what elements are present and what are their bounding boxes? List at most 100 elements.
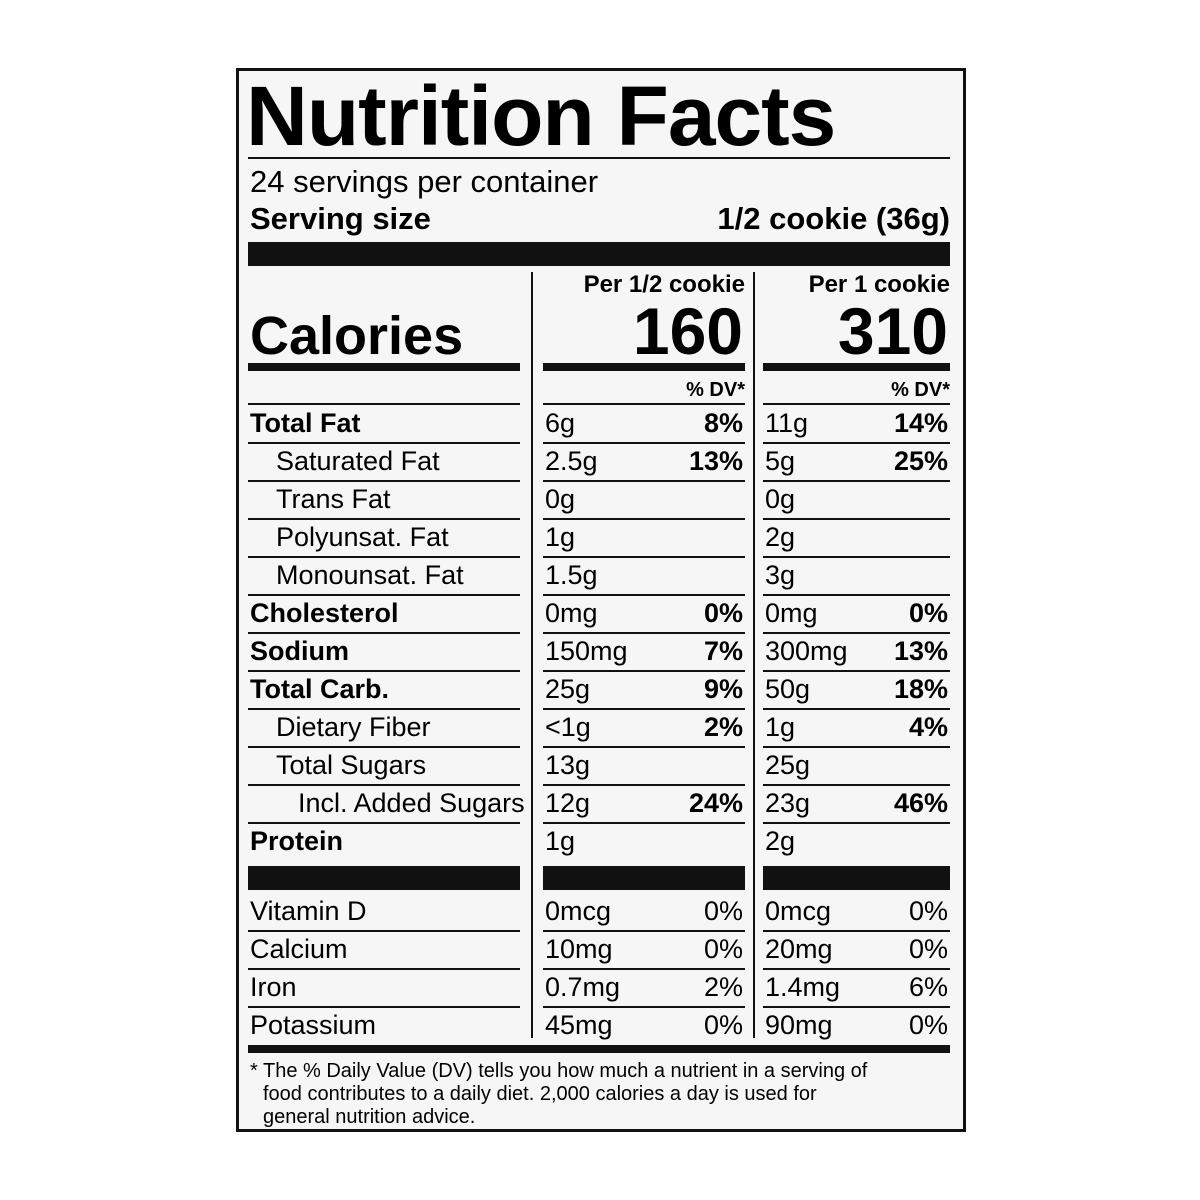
nutrient-name: Saturated Fat (276, 445, 440, 476)
footnote: * The % Daily Value (DV) tells you how m… (250, 1059, 868, 1082)
daily-value: 6% (908, 971, 948, 1002)
nutrient-name: Incl. Added Sugars (298, 787, 525, 818)
daily-value: 8% (703, 407, 743, 438)
nutrient-name: Protein (250, 825, 344, 856)
daily-value: 2% (703, 971, 743, 1002)
nutrient-name: Total Fat (250, 407, 361, 438)
nutrient-name: Dietary Fiber (276, 711, 431, 742)
daily-value: 14% (893, 407, 948, 438)
row-rule (763, 556, 950, 558)
amount: 0mg (545, 597, 598, 628)
daily-value: 0% (703, 895, 743, 926)
row-rule (763, 480, 950, 482)
daily-value: 0% (908, 895, 948, 926)
column-divider (531, 272, 533, 1038)
row-rule (543, 968, 745, 970)
amount: 25g (545, 673, 591, 704)
row-rule (248, 594, 520, 596)
amount: 0mcg (765, 895, 832, 926)
row-rule (248, 708, 520, 710)
row-rule (543, 594, 745, 596)
daily-value: 24% (688, 787, 743, 818)
daily-value: 13% (688, 445, 743, 476)
row-rule (543, 632, 745, 634)
amount: 300mg (765, 635, 848, 666)
row-rule (763, 968, 950, 970)
medium-bar (248, 1045, 950, 1053)
amount: 1.4mg (765, 971, 841, 1002)
amount: 1g (765, 711, 796, 742)
daily-value: 18% (893, 673, 948, 704)
row-rule (248, 746, 520, 748)
daily-value: 0% (908, 933, 948, 964)
amount: 10mg (545, 933, 613, 964)
footnote: food contributes to a daily diet. 2,000 … (263, 1082, 817, 1105)
footnote: general nutrition advice. (263, 1105, 476, 1128)
daily-value: 9% (703, 673, 743, 704)
vitamin-name: Potassium (250, 1009, 377, 1040)
row-rule (763, 632, 950, 634)
serving-size-value: 1/2 cookie (36g) (717, 200, 950, 236)
row-rule (763, 822, 950, 824)
vitamin-name: Iron (250, 971, 297, 1002)
row-rule (248, 670, 520, 672)
row-rule (248, 1006, 520, 1008)
amount: 0.7mg (545, 971, 621, 1002)
row-rule (248, 442, 520, 444)
amount: 50g (765, 673, 811, 704)
daily-value: 2% (703, 711, 743, 742)
row-rule (543, 480, 745, 482)
daily-value: 0% (703, 933, 743, 964)
row-rule (763, 708, 950, 710)
amount: 13g (545, 749, 591, 780)
thick-bar (763, 866, 950, 890)
nutrient-name: Polyunsat. Fat (276, 521, 449, 552)
daily-value: 7% (703, 635, 743, 666)
amount: 90mg (765, 1009, 833, 1040)
amount: 20mg (765, 933, 833, 964)
amount: 2g (765, 521, 796, 552)
row-rule (763, 594, 950, 596)
row-rule (763, 930, 950, 932)
nutrient-name: Total Sugars (276, 749, 427, 780)
amount: 11g (765, 407, 809, 438)
amount: 1g (545, 521, 576, 552)
row-rule (248, 968, 520, 970)
amount: 2g (765, 825, 796, 856)
row-rule (763, 403, 950, 405)
row-rule (248, 784, 520, 786)
thick-bar (248, 866, 520, 890)
row-rule (763, 1006, 950, 1008)
amount: 0g (545, 483, 576, 514)
row-rule (543, 708, 745, 710)
row-rule (248, 632, 520, 634)
column-header: Per 1/2 cookie (583, 270, 745, 298)
medium-bar (543, 363, 745, 371)
thick-bar (248, 242, 950, 266)
amount: 1.5g (545, 559, 598, 590)
vitamin-name: Vitamin D (250, 895, 367, 926)
serving-size-label: Serving size (250, 200, 431, 236)
row-rule (248, 480, 520, 482)
row-rule (248, 403, 520, 405)
amount: 3g (765, 559, 796, 590)
dv-header: % DV* (686, 378, 745, 401)
nutrient-name: Sodium (250, 635, 349, 666)
amount: 23g (765, 787, 811, 818)
row-rule (543, 518, 745, 520)
column-header: Per 1 cookie (808, 270, 950, 298)
dv-header: % DV* (891, 378, 950, 401)
row-rule (543, 556, 745, 558)
amount: 2.5g (545, 445, 598, 476)
amount: 5g (765, 445, 796, 476)
servings: 24 servings per container (250, 163, 599, 199)
row-rule (248, 518, 520, 520)
calories-value: 310 (837, 293, 948, 368)
row-rule (543, 403, 745, 405)
daily-value: 0% (908, 597, 948, 628)
amount: 0mg (765, 597, 818, 628)
row-rule (543, 930, 745, 932)
row-rule (763, 518, 950, 520)
amount: 45mg (545, 1009, 613, 1040)
row-rule (543, 784, 745, 786)
